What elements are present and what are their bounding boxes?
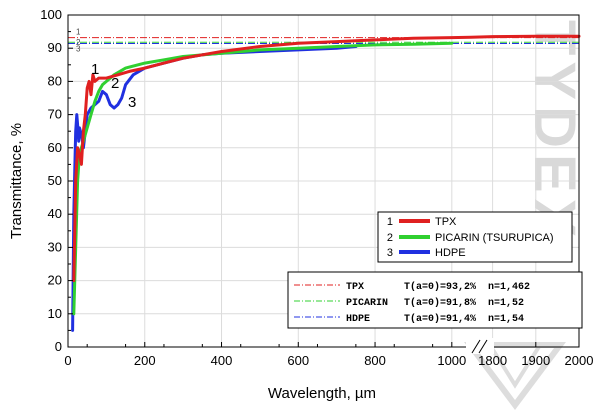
x-tick-label: 2000 xyxy=(565,353,594,368)
legend-label-picarin: PICARIN (TSURUPICA) xyxy=(435,232,554,244)
ref-label-tpx-name: TPX xyxy=(346,282,364,293)
reference-legend: TPX T(a=0)=93,2% n=1,462 PICARIN T(a=0)=… xyxy=(287,271,583,329)
y-tick-label: 60 xyxy=(48,140,62,155)
y-tick-label: 90 xyxy=(48,40,62,55)
ref-legend-picarin: PICARIN T(a=0)=91,8% n=1,52 xyxy=(294,297,524,309)
reference-line-number: 2 xyxy=(76,38,81,47)
legend-label-tpx: TPX xyxy=(435,216,457,228)
x-tick-label: 200 xyxy=(134,353,156,368)
curve-label-2: 2 xyxy=(111,75,119,92)
ref-label-hdpe-t: T(a=0)=91,4% xyxy=(404,313,476,325)
x-tick-label: 400 xyxy=(211,353,233,368)
y-tick-label: 30 xyxy=(48,239,62,254)
legend-item-tpx: 1 TPX xyxy=(387,216,457,228)
y-tick-label: 10 xyxy=(48,306,62,321)
ref-label-hdpe-n: n=1,54 xyxy=(488,314,524,325)
watermark-text: TYDEX xyxy=(522,20,587,243)
watermark: TYDEX xyxy=(464,20,587,410)
legend-number-2: 2 xyxy=(387,232,393,244)
y-tick-label: 70 xyxy=(48,107,62,122)
legend-label-hdpe: HDPE xyxy=(435,247,466,259)
legend-number-3: 3 xyxy=(387,247,393,259)
x-tick-label: 1000 xyxy=(437,353,466,368)
x-tick-label: 800 xyxy=(364,353,386,368)
x-tick-label: 1900 xyxy=(521,353,550,368)
x-tick-label: 0 xyxy=(64,353,71,368)
y-tick-label: 0 xyxy=(55,339,62,354)
legend-item-picarin: 2 PICARIN (TSURUPICA) xyxy=(387,232,554,244)
axis-break xyxy=(466,338,494,354)
y-tick-label: 40 xyxy=(48,206,62,221)
y-tick-label: 20 xyxy=(48,273,62,288)
legend-item-hdpe: 3 HDPE xyxy=(387,247,466,259)
x-tick-label: 1800 xyxy=(478,353,507,368)
ref-legend-hdpe: HDPE T(a=0)=91,4% n=1,54 xyxy=(294,313,524,325)
legend: 1 TPX 2 PICARIN (TSURUPICA) 3 HDPE xyxy=(377,211,573,263)
x-axis-title: Wavelength, µm xyxy=(268,385,376,402)
ref-label-picarin-name: PICARIN xyxy=(346,298,388,309)
curve-label-1: 1 xyxy=(91,61,99,78)
legend-number-1: 1 xyxy=(387,216,393,228)
y-axis-title: Transmittance, % xyxy=(8,123,25,239)
ref-label-tpx-n: n=1,462 xyxy=(488,282,530,293)
x-tick-label: 600 xyxy=(287,353,309,368)
ref-label-hdpe-name: HDPE xyxy=(346,314,370,325)
y-tick-label: 80 xyxy=(48,73,62,88)
ref-legend-tpx: TPX T(a=0)=93,2% n=1,462 xyxy=(294,281,530,293)
ref-label-tpx-t: T(a=0)=93,2% xyxy=(404,281,476,293)
reference-line-number: 3 xyxy=(76,45,81,54)
reference-line-number: 1 xyxy=(76,28,81,37)
y-tick-label: 50 xyxy=(48,173,62,188)
ref-label-picarin-t: T(a=0)=91,8% xyxy=(404,297,476,309)
curve-label-3: 3 xyxy=(128,94,136,111)
y-tick-label: 100 xyxy=(40,7,62,22)
series-line-tpx xyxy=(72,34,581,283)
ref-label-picarin-n: n=1,52 xyxy=(488,298,524,309)
series-curves xyxy=(71,34,581,332)
